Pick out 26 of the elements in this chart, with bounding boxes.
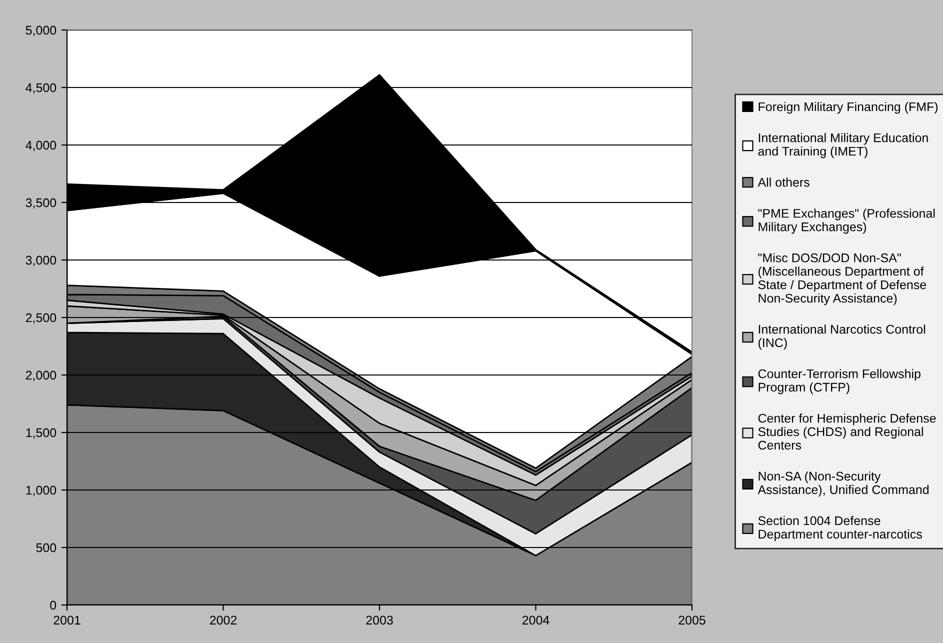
legend-label: Non-SA (Non-Security Assistance), Unified Command [758, 471, 929, 497]
x-tick-label: 2003 [366, 616, 393, 625]
x-tick-label: 2005 [678, 616, 706, 625]
y-tick-label: 500 [36, 543, 56, 552]
legend-label: International Military Education and Training (IMET) [758, 133, 928, 158]
y-tick-label: 2,000 [26, 370, 56, 382]
y-tick-label: 1,000 [26, 486, 56, 496]
x-tick-label: 2004 [522, 616, 550, 625]
legend-label: International Narcotics Control (INC) [758, 324, 926, 350]
legend-label: "Misc DOS/DOD Non-SA" (Miscellaneous Department of State / Department of Defense Non-Security Assistance) [758, 253, 926, 306]
y-tick-label: 2,500 [26, 313, 56, 324]
y-tick-label: 1,500 [26, 428, 56, 439]
legend-label: "PME Exchanges" (Professional Military Exchanges) [758, 208, 935, 234]
legend-label: Center for Hemispheric Defense Studies (CHDS) and Regional Centers [758, 414, 936, 450]
legend-label: Foreign Military Financing (FMF) [758, 102, 938, 114]
y-tick-label: 3,000 [26, 256, 56, 266]
y-tick-label: 4,000 [26, 140, 56, 152]
y-tick-label: 0 [50, 600, 56, 610]
legend-label: All others [758, 178, 810, 187]
legend-label: Section 1004 Defense Department counter-narcotics [758, 516, 922, 542]
y-tick-label: 3,500 [26, 198, 56, 209]
legend-label: Counter-Terrorism Fellowship Program (CTFP) [758, 369, 920, 394]
y-tick-label: 5,000 [26, 26, 56, 36]
x-tick-label: 2002 [210, 616, 237, 625]
x-tick-label: 2001 [54, 616, 80, 625]
y-tick-label: 4,500 [26, 83, 56, 94]
